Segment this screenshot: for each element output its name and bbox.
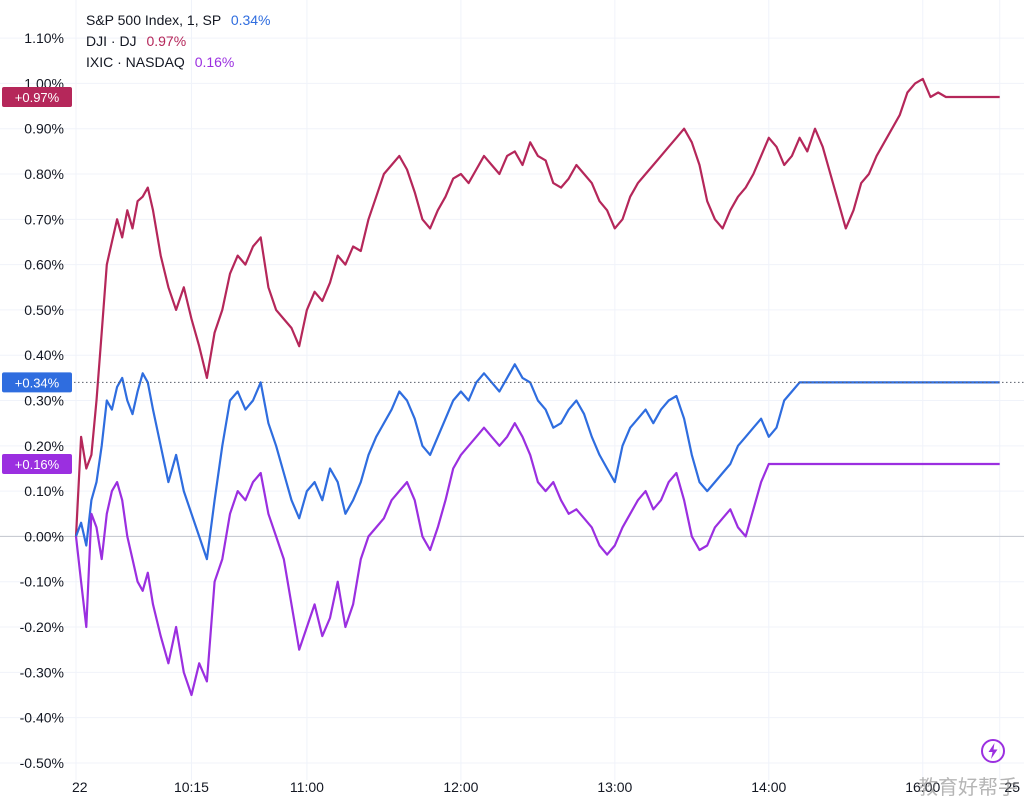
price-badge: +0.16%	[2, 453, 72, 474]
y-tick-label: -0.20%	[20, 619, 64, 635]
legend: S&P 500 Index, 1, SP 0.34% DJI · DJ 0.97…	[86, 10, 271, 73]
y-tick-label: 0.50%	[24, 302, 64, 318]
legend-value: 0.97%	[146, 33, 187, 49]
price-badge-label: +0.97%	[15, 90, 60, 105]
price-badge-label: +0.16%	[15, 457, 60, 472]
legend-item-sp500[interactable]: S&P 500 Index, 1, SP 0.34%	[86, 10, 271, 31]
series-line	[74, 363, 1000, 561]
y-axis-ticks: 1.10%1.00%0.90%0.80%0.70%0.60%0.50%0.40%…	[20, 30, 64, 771]
legend-label: IXIC · NASDAQ	[86, 54, 185, 70]
x-tick-label: 13:00	[597, 779, 632, 795]
price-badge-bg	[2, 453, 72, 474]
legend-item-ixic[interactable]: IXIC · NASDAQ 0.16%	[86, 52, 271, 73]
y-tick-label: 0.60%	[24, 257, 64, 273]
price-badge: +0.97%	[2, 87, 72, 108]
legend-label: DJI · DJ	[86, 33, 137, 49]
legend-value: 0.16%	[194, 54, 235, 70]
series-lines	[74, 77, 1000, 697]
x-tick-label: 12:00	[443, 779, 478, 795]
x-tick-label: 14:00	[751, 779, 786, 795]
watermark: 教育好帮手	[918, 775, 1018, 799]
price-badge-bg	[2, 372, 72, 393]
legend-value: 0.34%	[230, 12, 271, 28]
flash-icon[interactable]	[980, 738, 1006, 764]
y-tick-label: 0.90%	[24, 121, 64, 137]
price-badge-bg	[2, 87, 72, 108]
y-tick-label: 0.20%	[24, 438, 64, 454]
legend-label: S&P 500 Index, 1, SP	[86, 12, 221, 28]
y-tick-label: 1.10%	[24, 30, 64, 46]
x-axis-ticks: 22 10:15 11:00 12:00 13:00 14:00 16:00 25	[72, 779, 1020, 795]
x-tick-label: 16:00	[905, 779, 940, 795]
x-tick-label: 22	[72, 779, 88, 795]
x-tick-label: 25	[1004, 779, 1020, 795]
y-tick-label: 0.80%	[24, 166, 64, 182]
y-tick-label: -0.30%	[20, 664, 64, 680]
y-tick-label: 0.10%	[24, 483, 64, 499]
series-line	[74, 422, 1000, 697]
y-tick-label: 0.70%	[24, 211, 64, 227]
y-tick-label: 0.30%	[24, 393, 64, 409]
price-badge-label: +0.34%	[15, 375, 60, 390]
grid-lines	[0, 0, 1024, 780]
x-tick-label: 10:15	[174, 779, 209, 795]
y-tick-label: 0.00%	[24, 528, 64, 544]
series-line	[74, 77, 1000, 537]
y-tick-label: -0.50%	[20, 755, 64, 771]
x-tick-label: 11:00	[290, 779, 324, 795]
price-badge: +0.34%	[2, 372, 72, 393]
y-tick-label: 0.40%	[24, 347, 64, 363]
y-tick-label: -0.40%	[20, 710, 64, 726]
legend-item-dji[interactable]: DJI · DJ 0.97%	[86, 31, 271, 52]
price-badges: +0.97% +0.34% +0.16%	[2, 87, 72, 474]
y-tick-label: -0.10%	[20, 574, 64, 590]
